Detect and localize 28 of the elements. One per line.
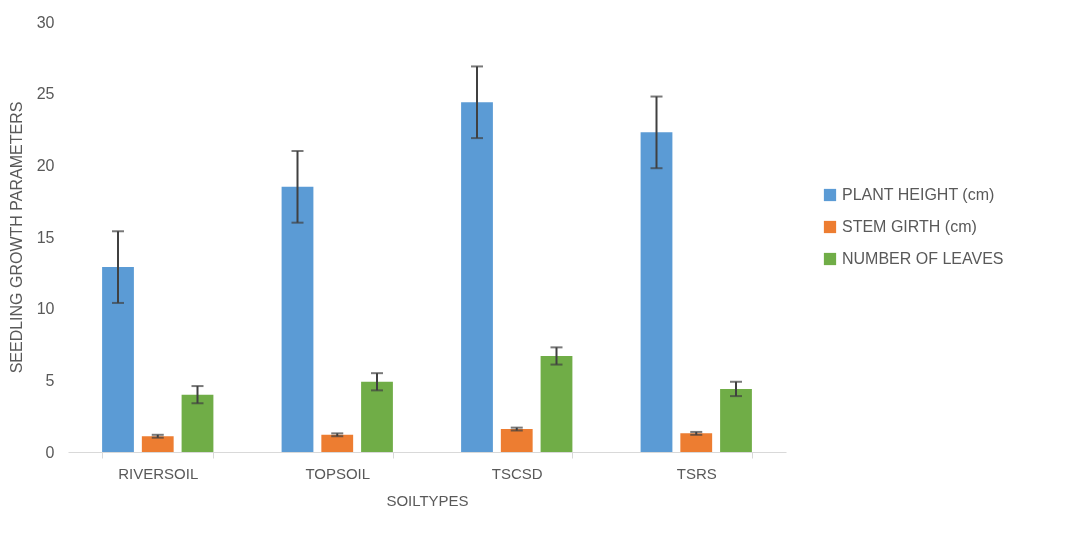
y-tick-label: 25 xyxy=(36,85,55,103)
bar xyxy=(141,436,174,452)
x-tick-label: TOPSOIL xyxy=(305,464,371,482)
bar xyxy=(361,381,393,452)
y-tick-label: 0 xyxy=(45,443,55,461)
bar xyxy=(181,394,214,452)
legend-label: STEM GIRTH (cm) xyxy=(842,218,977,235)
x-axis-title: SOILTYPES xyxy=(386,491,469,509)
x-tick-label: TSRS xyxy=(676,464,717,482)
bar xyxy=(640,132,673,452)
y-tick-label: 30 xyxy=(36,13,55,31)
bar xyxy=(500,429,533,452)
bar xyxy=(720,388,752,452)
y-axis-title: SEEDLING GROWTH PARAMETERS xyxy=(7,101,25,374)
legend-label: PLANT HEIGHT (cm) xyxy=(842,186,995,203)
bar xyxy=(281,186,314,452)
legend-label: NUMBER OF LEAVES xyxy=(842,250,1004,267)
y-tick-label: 15 xyxy=(36,228,55,246)
y-tick-label: 5 xyxy=(45,371,55,389)
y-tick-label: 20 xyxy=(36,156,55,174)
bar xyxy=(321,434,354,452)
bar xyxy=(102,267,134,452)
y-tick-label: 10 xyxy=(36,300,55,318)
x-tick-label: RIVERSOIL xyxy=(118,464,199,482)
bar xyxy=(461,102,493,452)
bar xyxy=(680,433,713,452)
x-tick-label: TSCSD xyxy=(491,464,543,482)
bar xyxy=(540,355,573,452)
